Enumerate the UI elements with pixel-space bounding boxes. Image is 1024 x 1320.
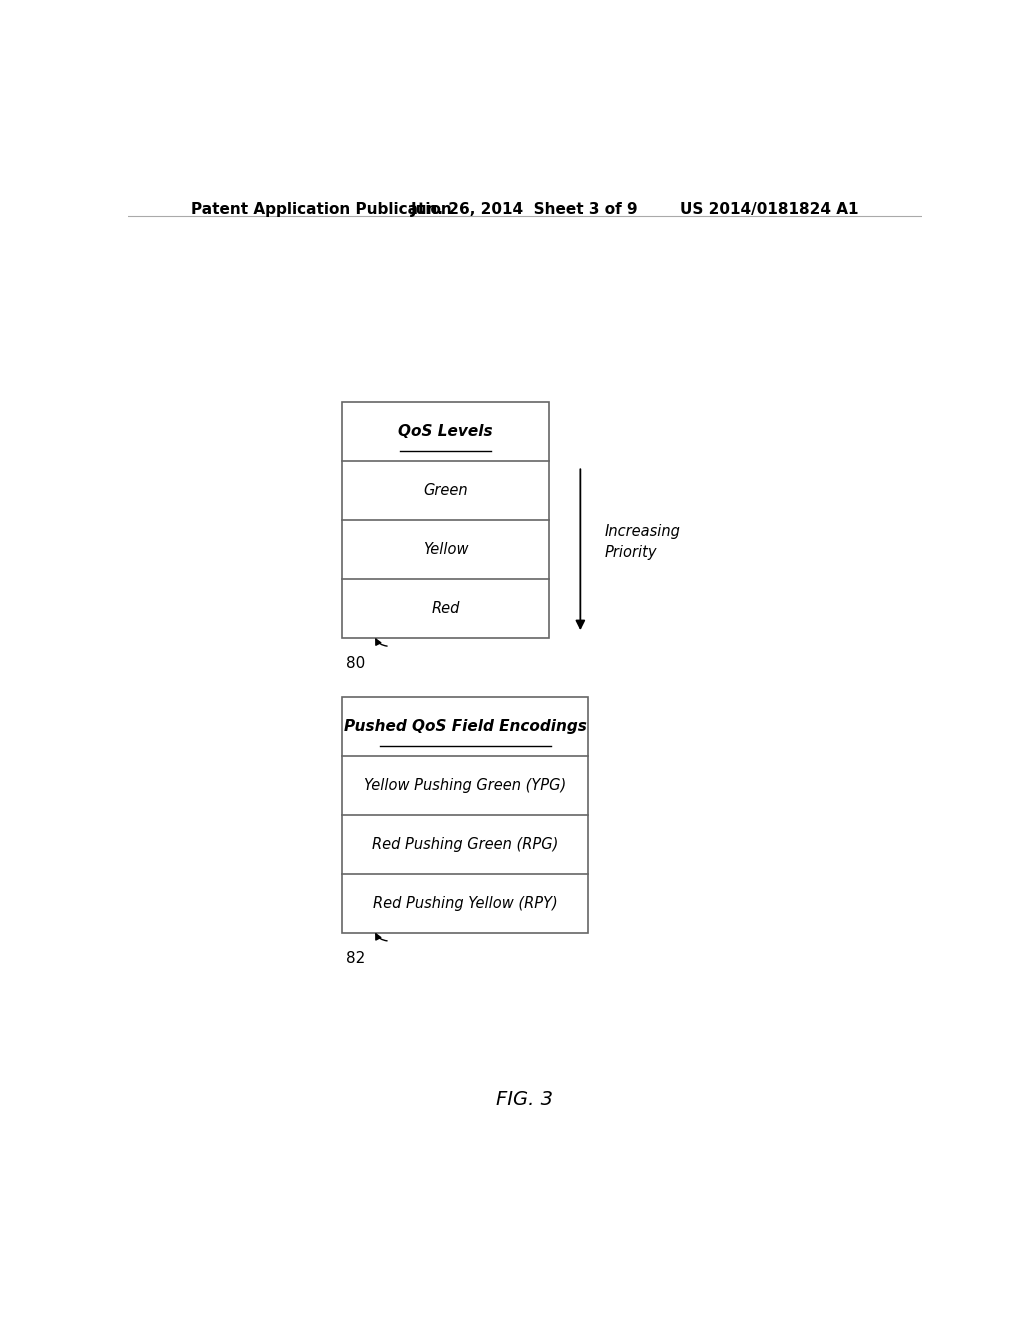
Text: QoS Levels: QoS Levels [398,424,493,440]
Text: Patent Application Publication: Patent Application Publication [191,202,453,216]
Text: Pushed QoS Field Encodings: Pushed QoS Field Encodings [344,719,587,734]
Text: FIG. 3: FIG. 3 [497,1090,553,1109]
Bar [342,403,549,638]
Bar [342,697,589,933]
Text: US 2014/0181824 A1: US 2014/0181824 A1 [680,202,858,216]
Text: 82: 82 [346,952,366,966]
Text: Yellow Pushing Green (YPG): Yellow Pushing Green (YPG) [365,777,566,793]
Text: Red: Red [431,601,460,616]
Text: 80: 80 [346,656,366,672]
Text: Increasing
Priority: Increasing Priority [604,524,680,560]
Text: Yellow: Yellow [423,543,468,557]
Text: Red Pushing Yellow (RPY): Red Pushing Yellow (RPY) [373,896,558,911]
Text: Jun. 26, 2014  Sheet 3 of 9: Jun. 26, 2014 Sheet 3 of 9 [411,202,639,216]
Text: Red Pushing Green (RPG): Red Pushing Green (RPG) [372,837,558,851]
Text: Green: Green [423,483,468,498]
